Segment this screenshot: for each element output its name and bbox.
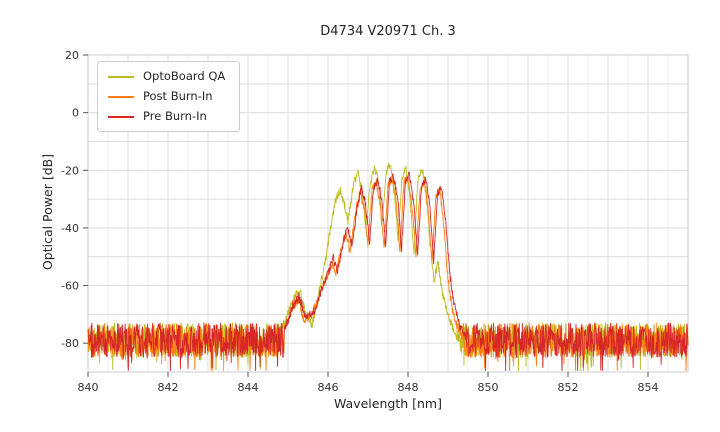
legend-item-optoboard-qa: OptoBoard QA [108, 70, 225, 83]
legend-label: Pre Burn-In [143, 109, 207, 123]
plot-frame [87, 54, 689, 373]
y-tick-label: -80 [61, 337, 79, 350]
series-line-optoboard-qa [87, 162, 689, 372]
y-tick-label: 20 [65, 49, 79, 62]
legend-line-swatch [108, 95, 134, 98]
x-tick-label: 854 [638, 381, 659, 394]
legend-label: Post Burn-In [143, 89, 213, 103]
legend-item-post-burn-in: Post Burn-In [108, 90, 225, 103]
legend: OptoBoard QA Post Burn-In Pre Burn-In [97, 61, 241, 132]
chart-title: D4734 V20971 Ch. 3 [320, 24, 456, 39]
x-tick-label: 840 [78, 381, 99, 394]
y-tick-label: -40 [61, 222, 79, 235]
legend-item-pre-burn-in: Pre Burn-In [108, 110, 225, 123]
x-tick-label: 852 [558, 381, 579, 394]
x-tick-label: 848 [398, 381, 419, 394]
x-tick-label: 844 [238, 381, 259, 394]
x-tick-label: 846 [318, 381, 339, 394]
y-tick-label: 0 [72, 107, 79, 120]
legend-label: OptoBoard QA [143, 69, 226, 83]
axis-ticks: 840 842 844 846 848 850 852 854 20 0 -20 -40 -60 -80 [61, 49, 658, 394]
x-axis-label: Wavelength [nm] [334, 396, 442, 411]
legend-line-swatch [108, 75, 134, 78]
series-lines [87, 162, 689, 372]
y-tick-label: -60 [61, 280, 79, 293]
y-tick-label: -20 [61, 164, 79, 177]
series-line-pre-burn-in [87, 171, 689, 372]
legend-line-swatch [108, 115, 134, 118]
x-tick-label: 842 [158, 381, 179, 394]
y-axis-label: Optical Power [dB] [40, 153, 55, 271]
x-tick-label: 850 [478, 381, 499, 394]
